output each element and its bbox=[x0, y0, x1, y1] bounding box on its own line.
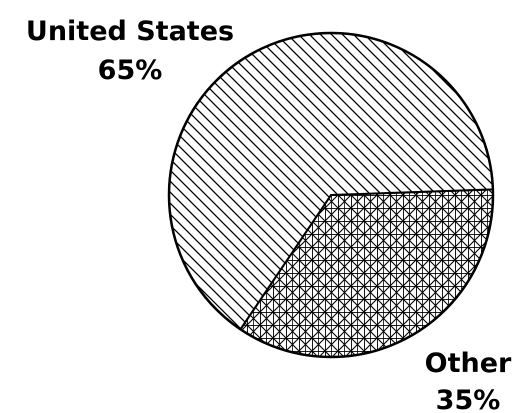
slice-label-other: Other bbox=[425, 348, 512, 379]
slice-label-united-states: United States bbox=[26, 16, 234, 47]
slice-value-united-states: 65% bbox=[98, 55, 163, 86]
slice-value-other: 35% bbox=[436, 385, 501, 413]
pie-slices bbox=[168, 32, 494, 358]
pie-outline bbox=[167, 31, 495, 359]
